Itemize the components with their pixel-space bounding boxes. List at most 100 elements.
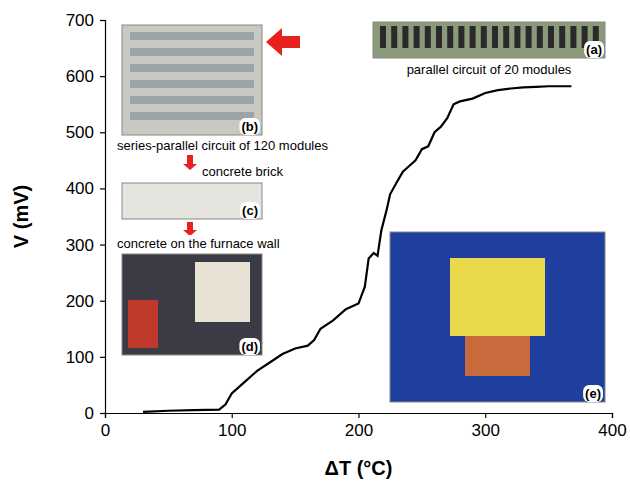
x-tick-label: 300 [472, 421, 500, 440]
inset-letter-bg [583, 385, 603, 402]
inset-detail [130, 80, 254, 88]
inset-caption: concrete on the furnace wall [117, 236, 280, 251]
inset-caption: concrete brick [202, 164, 283, 179]
y-tick: 400 [66, 179, 105, 198]
y-tick-label: 500 [66, 123, 94, 142]
inset-detail [450, 258, 545, 336]
y-tick-mark [100, 76, 105, 77]
x-tick-label: 200 [345, 421, 373, 440]
inset-caption: series-parallel circuit of 120 modules [117, 138, 328, 153]
x-tick-label: 0 [101, 421, 110, 440]
y-tick: 600 [66, 67, 105, 86]
x-tick: 200 [345, 413, 373, 440]
caption-bg [405, 61, 574, 78]
inset-detail [447, 26, 453, 48]
x-tick: 400 [598, 413, 626, 440]
y-tick-label: 700 [66, 11, 94, 30]
inset-detail [481, 26, 487, 48]
inset-detail [548, 26, 554, 48]
y-tick: 0 [85, 404, 105, 423]
inset-detail [570, 26, 576, 48]
plot: 0 100 200 300 400 0 100 200 300 400 500 600 700 [66, 11, 627, 440]
x-tick-mark [485, 413, 486, 418]
inset-detail [130, 96, 254, 104]
y-tick-mark [100, 244, 105, 245]
caption-bg [115, 137, 330, 154]
inset-detail [465, 336, 530, 376]
x-tick-mark [612, 413, 613, 418]
y-axis-line [100, 21, 106, 414]
x-tick-mark [232, 413, 233, 418]
arrow [266, 28, 300, 56]
y-tick-mark [100, 357, 105, 358]
inset-detail [130, 32, 254, 40]
y-tick: 700 [66, 11, 105, 30]
y-tick: 100 [66, 348, 105, 367]
y-tick: 300 [66, 236, 105, 255]
inset-detail [425, 26, 431, 48]
chart: 0 100 200 300 400 0 100 200 300 400 500 600 700 ΔT (°… [0, 0, 630, 489]
arrow [183, 222, 197, 236]
inset-photo [122, 254, 262, 355]
inset-detail [514, 26, 520, 48]
inset-detail [559, 26, 565, 48]
inset-detail [414, 26, 420, 48]
inset-detail [130, 112, 254, 120]
inset-detail [526, 26, 532, 48]
inset-detail [458, 26, 464, 48]
insets: (a) parallel circuit of 20 modules (b) seri… [115, 22, 605, 402]
inset-letter: (d) [241, 339, 258, 354]
y-axis-title: V (mV) [10, 185, 32, 248]
y-tick: 200 [66, 292, 105, 311]
inset-detail [470, 26, 476, 48]
inset-photo [122, 25, 262, 135]
x-tick-label: 100 [218, 421, 246, 440]
y-tick-mark [100, 132, 105, 133]
y-tick-mark [100, 413, 105, 414]
x-tick: 300 [472, 413, 500, 440]
x-axis-title: ΔT (°C) [325, 457, 393, 479]
y-tick-label: 100 [66, 348, 94, 367]
inset-detail [380, 26, 386, 48]
inset-photo [373, 22, 605, 58]
x-tick: 0 [101, 413, 110, 440]
inset-letter: (c) [242, 203, 258, 218]
inset-detail [503, 26, 509, 48]
inset-photo [390, 232, 605, 402]
inset-detail [128, 300, 158, 348]
inset-detail [402, 26, 408, 48]
y-tick-label: 600 [66, 67, 94, 86]
x-axis: 0 100 200 300 400 [101, 413, 627, 440]
y-axis: 0 100 200 300 400 500 600 700 [66, 11, 106, 423]
y-tick-mark [100, 301, 105, 302]
caption-bg [115, 235, 282, 252]
arrow [183, 155, 197, 170]
y-tick-mark [100, 20, 105, 21]
inset-letter: (a) [586, 42, 602, 57]
inset-letter-bg [239, 338, 260, 355]
y-tick-label: 200 [66, 292, 94, 311]
inset-detail [130, 48, 254, 56]
inset-letter: (e) [585, 386, 601, 401]
inset-letter: (b) [241, 119, 258, 134]
x-tick-mark [358, 413, 359, 418]
x-axis-line [106, 414, 613, 419]
inset-detail [391, 26, 397, 48]
inset-letter-bg [239, 118, 260, 135]
y-tick-label: 0 [85, 404, 94, 423]
inset-detail [195, 262, 250, 322]
inset-caption: parallel circuit of 20 modules [407, 62, 572, 77]
inset-detail [492, 26, 498, 48]
y-tick-mark [100, 188, 105, 189]
inset-detail [537, 26, 543, 48]
inset-detail [436, 26, 442, 48]
inset-detail [130, 64, 254, 72]
y-tick-label: 300 [66, 236, 94, 255]
y-tick-label: 400 [66, 179, 94, 198]
x-tick: 100 [218, 413, 246, 440]
inset-photo [122, 183, 262, 219]
caption-bg [200, 163, 285, 180]
inset-letter-bg [240, 202, 260, 219]
inset-letter-bg [584, 41, 604, 58]
y-tick: 500 [66, 123, 105, 142]
